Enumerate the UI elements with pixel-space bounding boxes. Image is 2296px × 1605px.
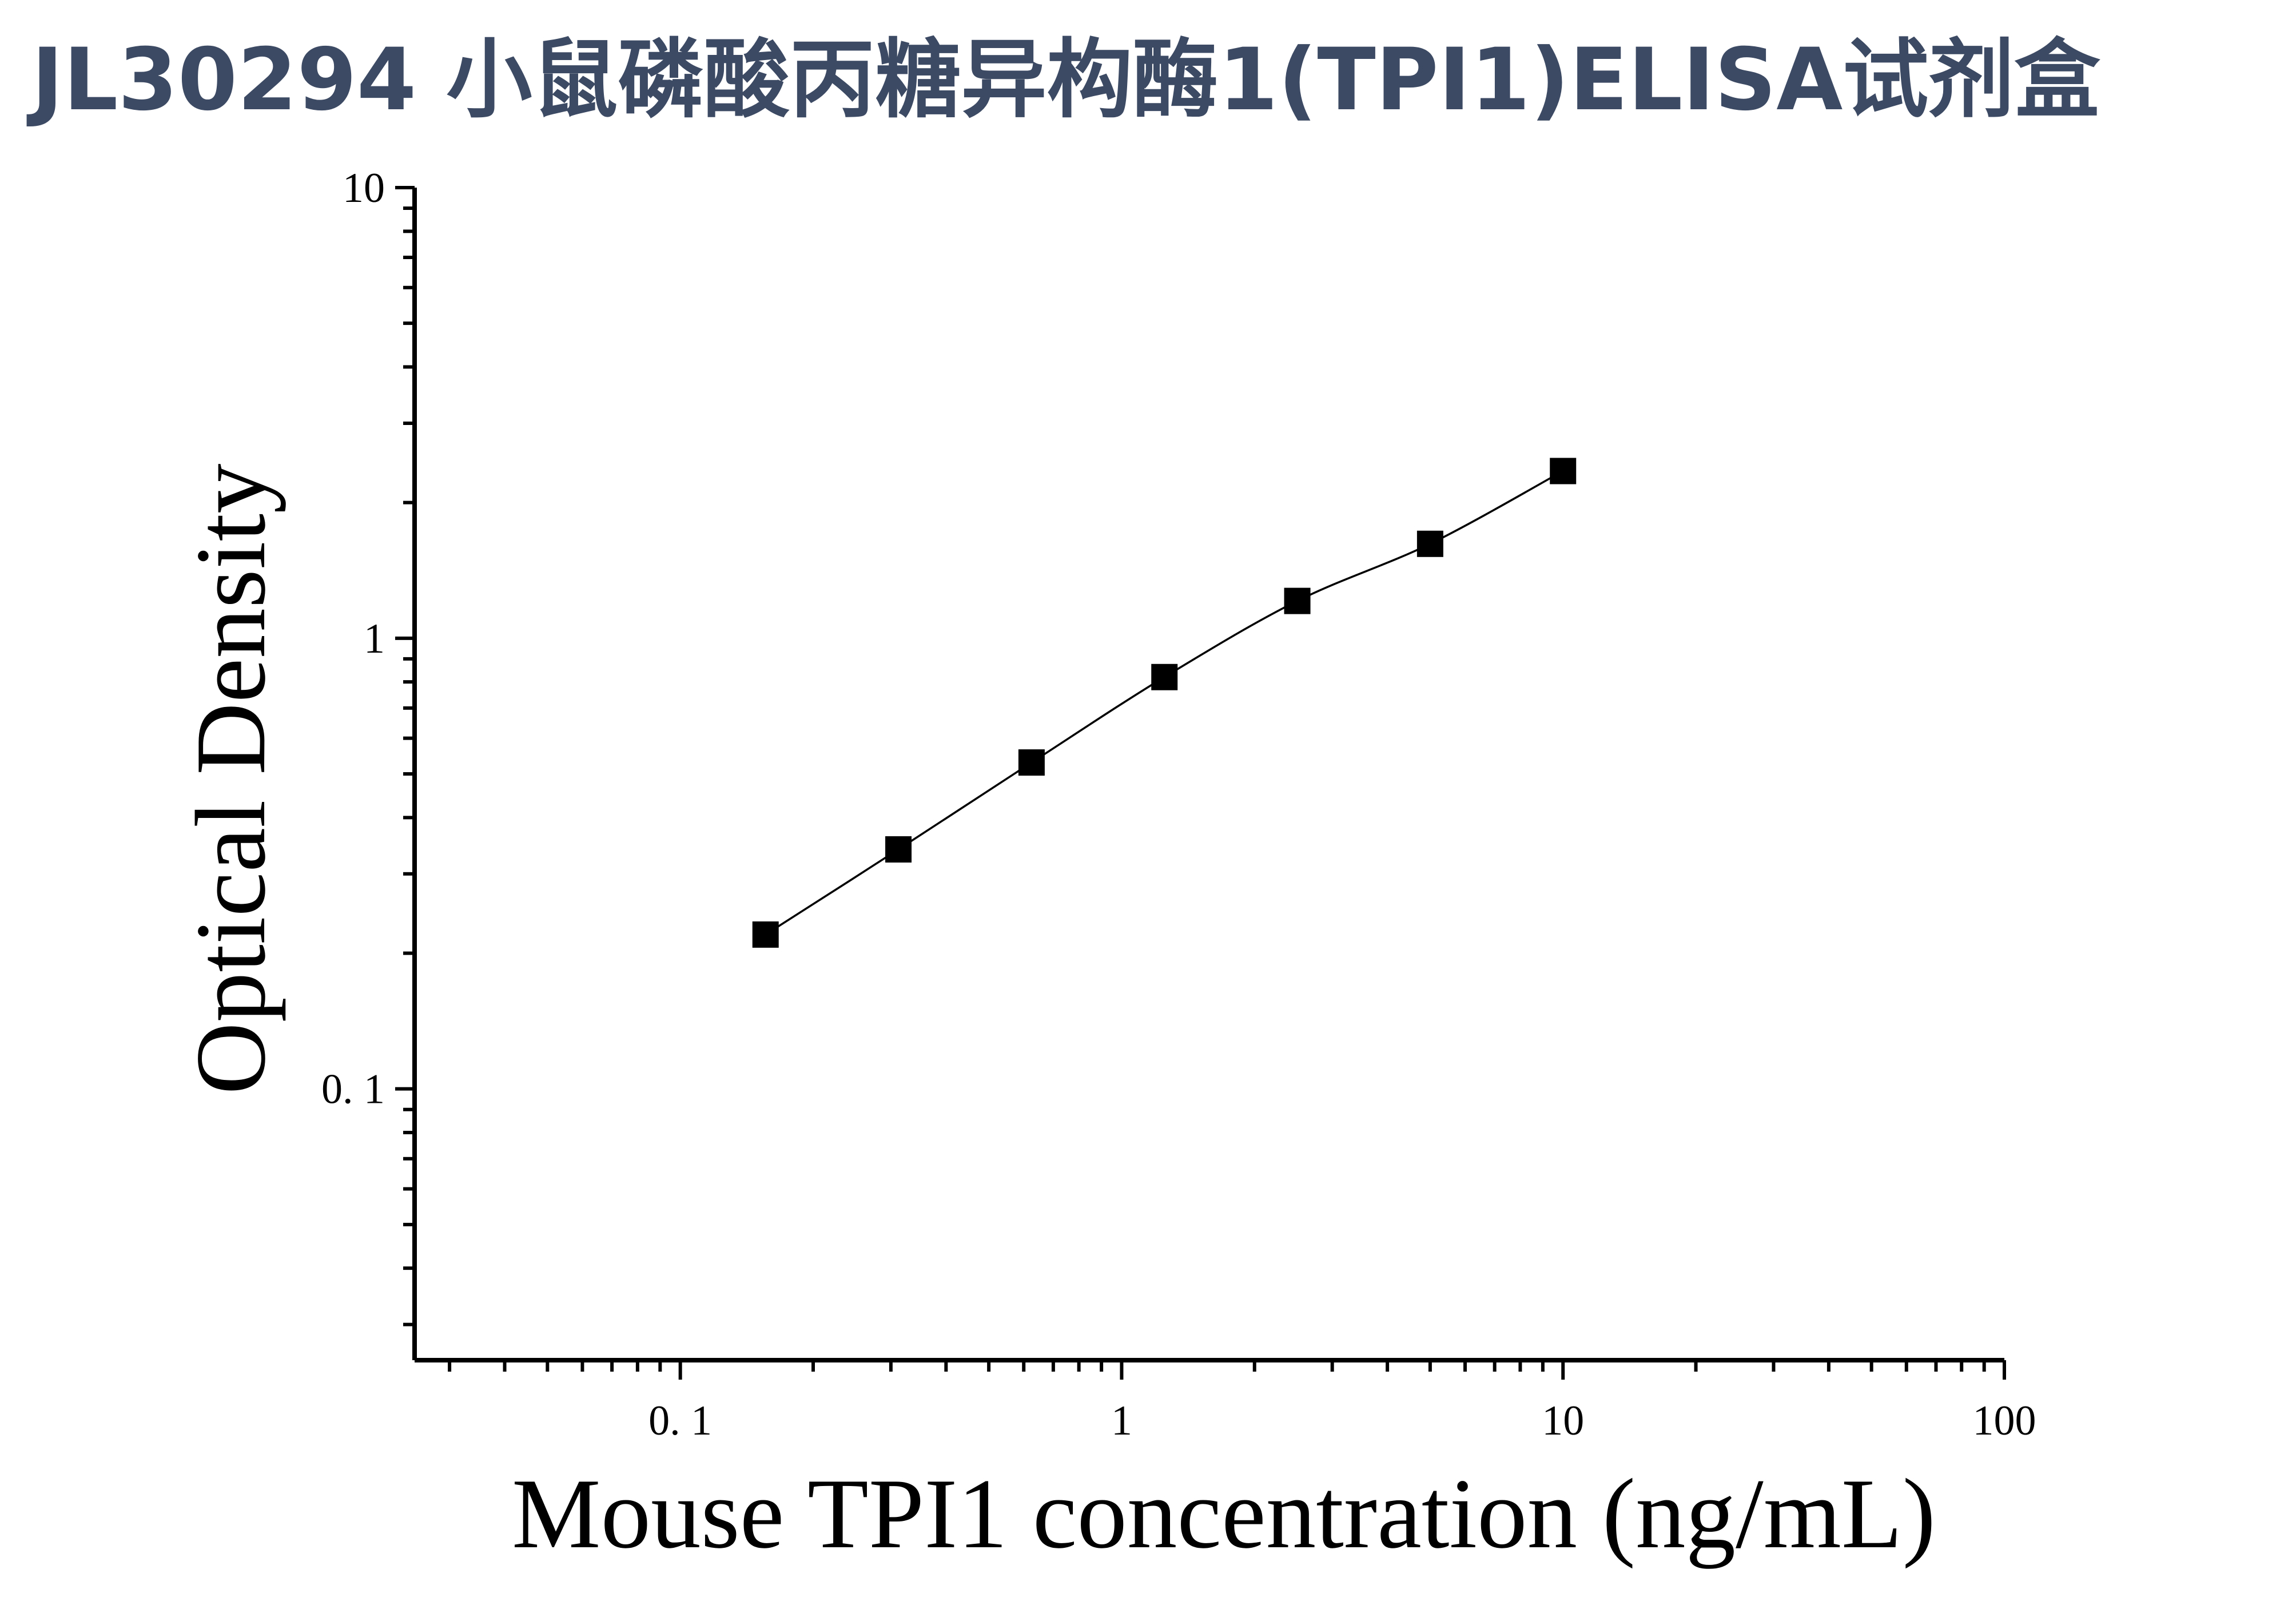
data-point xyxy=(752,921,779,948)
x-tick-label: 0. 1 xyxy=(648,1397,712,1444)
fit-curve-group xyxy=(765,470,1564,936)
y-tick-label: 1 xyxy=(364,615,385,662)
y-axis-label: Optical Density xyxy=(175,463,286,1094)
data-point xyxy=(1151,664,1178,690)
data-point xyxy=(1018,749,1045,776)
chart-title: JL30294 小鼠磷酸丙糖异构酶1(TPI1)ELISA试剂盒 xyxy=(31,30,2100,130)
data-point xyxy=(1284,587,1311,614)
axes: 0. 1 1 10 100 0. 1 1 10 xyxy=(321,165,2036,1444)
data-point xyxy=(1550,458,1577,484)
data-point xyxy=(885,836,912,863)
data-markers xyxy=(752,458,1577,948)
x-tick-label: 1 xyxy=(1111,1397,1132,1444)
y-tick-label: 10 xyxy=(343,165,385,212)
x-tick-label: 10 xyxy=(1542,1397,1584,1444)
data-point xyxy=(1416,530,1443,557)
x-axis-label: Mouse TPI1 concentration (ng/mL) xyxy=(512,1458,1936,1569)
x-tick-label: 100 xyxy=(1973,1397,2036,1444)
fit-curve xyxy=(765,470,1564,936)
y-tick-label: 0. 1 xyxy=(321,1066,385,1113)
